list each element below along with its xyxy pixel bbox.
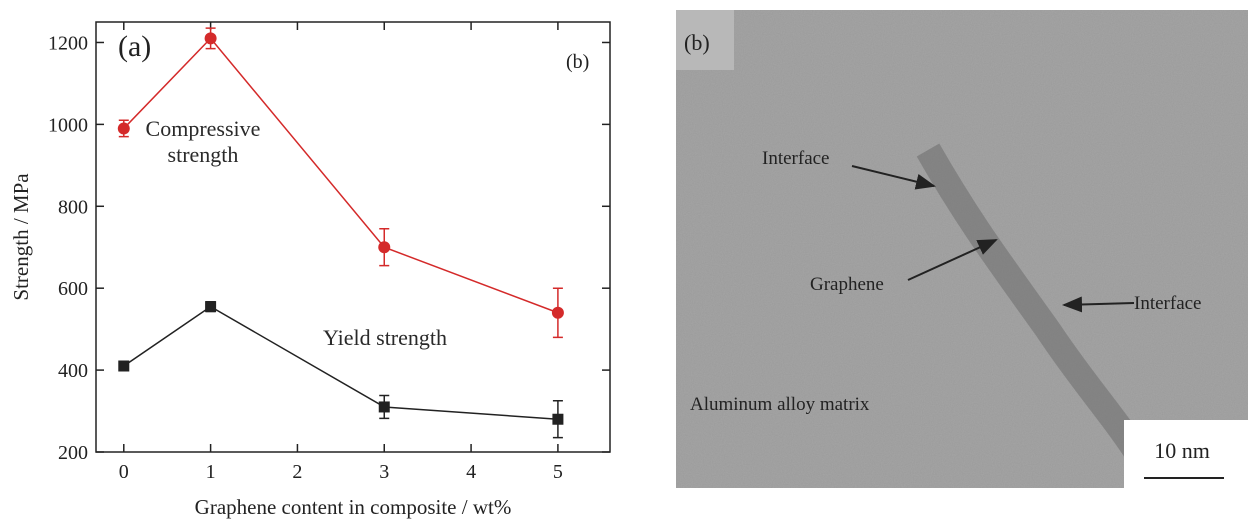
series-line xyxy=(123,37,559,314)
y-tick-label: 800 xyxy=(58,196,88,218)
chart: (a) (b) Graphene content in composite / … xyxy=(9,21,611,519)
series-label: Compressive strength xyxy=(145,116,261,167)
annotation: Aluminum alloy matrix xyxy=(690,394,870,415)
panel-label: (a) xyxy=(118,30,151,63)
annotation: Interface xyxy=(762,148,830,169)
y-tick-label: 600 xyxy=(58,278,88,300)
series-label: Yield strength xyxy=(322,325,448,350)
x-tick-label: 5 xyxy=(553,461,563,483)
point xyxy=(378,401,390,413)
tem-image: (b) Interface Graphene Interface Aluminu… xyxy=(676,10,1248,524)
scale-bar-label: 10 nm xyxy=(1154,438,1210,463)
point xyxy=(205,301,217,313)
point xyxy=(552,413,564,425)
arrow xyxy=(907,239,998,281)
y-axis-label: Strength / MPa xyxy=(9,173,33,301)
plot-frame xyxy=(95,21,611,453)
x-tick-label: 3 xyxy=(379,461,389,483)
x-axis-label: Graphene content in composite / wt% xyxy=(195,495,512,519)
scale-bar-bg xyxy=(1124,420,1248,524)
graphene-band xyxy=(916,143,1160,477)
x-tick-label: 2 xyxy=(292,461,302,483)
x-tick-label: 4 xyxy=(466,461,476,483)
x-tick-label: 1 xyxy=(206,461,216,483)
corner-label: (b) xyxy=(566,51,589,73)
label-bg xyxy=(676,10,734,70)
y-tick-label: 1200 xyxy=(48,32,88,54)
y-tick-label: 1000 xyxy=(48,114,88,136)
annotation: Graphene xyxy=(810,274,884,295)
point xyxy=(118,360,130,372)
y-tick-label: 200 xyxy=(58,442,88,464)
point xyxy=(551,306,564,319)
arrow xyxy=(1062,296,1135,313)
point xyxy=(117,122,130,135)
y-tick-label: 400 xyxy=(58,360,88,382)
x-tick-label: 0 xyxy=(119,461,129,483)
point xyxy=(204,32,217,45)
annotation: Interface xyxy=(1134,293,1202,314)
series-line xyxy=(123,305,558,420)
image-grain xyxy=(676,10,1248,488)
point xyxy=(378,241,391,254)
image-label: (b) xyxy=(684,30,710,55)
arrow xyxy=(851,165,936,190)
